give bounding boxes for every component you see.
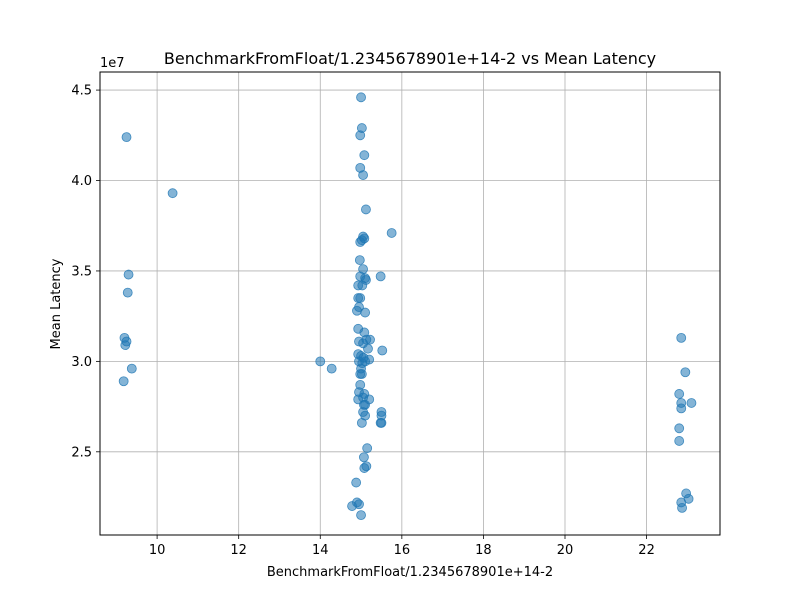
x-tick-label: 16: [394, 543, 411, 558]
data-point: [355, 293, 366, 303]
data-point: [356, 510, 366, 521]
data-point: [126, 363, 137, 374]
data-point: [363, 343, 373, 354]
x-tick-label: 10: [149, 543, 166, 558]
data-point: [680, 367, 691, 378]
data-point: [674, 436, 685, 446]
data-point: [377, 345, 388, 356]
data-point: [359, 233, 370, 244]
y-axis-ticks: 2.5 3.0 3.5 4.0 4.5: [71, 84, 100, 460]
data-point: [358, 170, 368, 180]
data-point: [375, 417, 386, 428]
data-point: [121, 132, 132, 143]
data-point: [118, 376, 129, 387]
data-point: [356, 417, 367, 428]
grid-lines: [100, 72, 720, 535]
data-point: [122, 287, 133, 298]
chart-title: BenchmarkFromFloat/1.2345678901e+14-2 vs…: [164, 49, 656, 68]
x-axis-ticks: 10 12 14 16 18 20 22: [149, 535, 655, 558]
data-point: [359, 463, 370, 473]
data-point: [686, 398, 697, 408]
y-tick-label: 2.5: [71, 445, 92, 460]
data-point: [352, 305, 362, 316]
data-point: [674, 389, 685, 399]
y-tick-label: 4.0: [71, 174, 92, 189]
data-point: [386, 228, 397, 238]
data-point: [354, 255, 365, 265]
data-point: [362, 443, 373, 454]
data-point: [359, 150, 370, 161]
y-axis-label: Mean Latency: [49, 258, 64, 349]
data-point: [354, 499, 364, 510]
x-axis-label: BenchmarkFromFloat/1.2345678901e+14-2: [267, 565, 553, 580]
y-tick-label: 3.5: [71, 264, 92, 279]
data-point: [359, 452, 369, 463]
data-point: [356, 92, 366, 103]
data-point: [360, 356, 371, 367]
plot-frame: [99, 71, 721, 536]
data-point: [351, 477, 362, 488]
data-point: [315, 356, 326, 367]
data-point: [375, 271, 386, 282]
data-point: [123, 269, 134, 280]
x-tick-label: 22: [638, 543, 655, 558]
data-point: [355, 369, 366, 379]
data-point: [677, 502, 687, 513]
data-point: [120, 340, 131, 350]
y-offset-label: 1e7: [100, 56, 125, 71]
x-tick-label: 14: [312, 543, 329, 558]
data-point: [361, 204, 371, 215]
data-point: [355, 130, 366, 141]
data-point: [357, 280, 368, 291]
data-point: [167, 188, 178, 199]
data-points: [118, 92, 697, 521]
data-point: [360, 307, 371, 318]
data-point: [676, 332, 687, 343]
data-point: [326, 363, 337, 374]
y-tick-label: 3.0: [71, 355, 92, 370]
y-tick-label: 4.5: [71, 84, 92, 99]
data-point: [674, 423, 685, 434]
x-tick-label: 18: [475, 543, 492, 558]
data-point: [676, 403, 687, 414]
x-tick-label: 12: [230, 543, 247, 558]
x-tick-label: 20: [557, 543, 574, 558]
data-point: [365, 334, 375, 345]
